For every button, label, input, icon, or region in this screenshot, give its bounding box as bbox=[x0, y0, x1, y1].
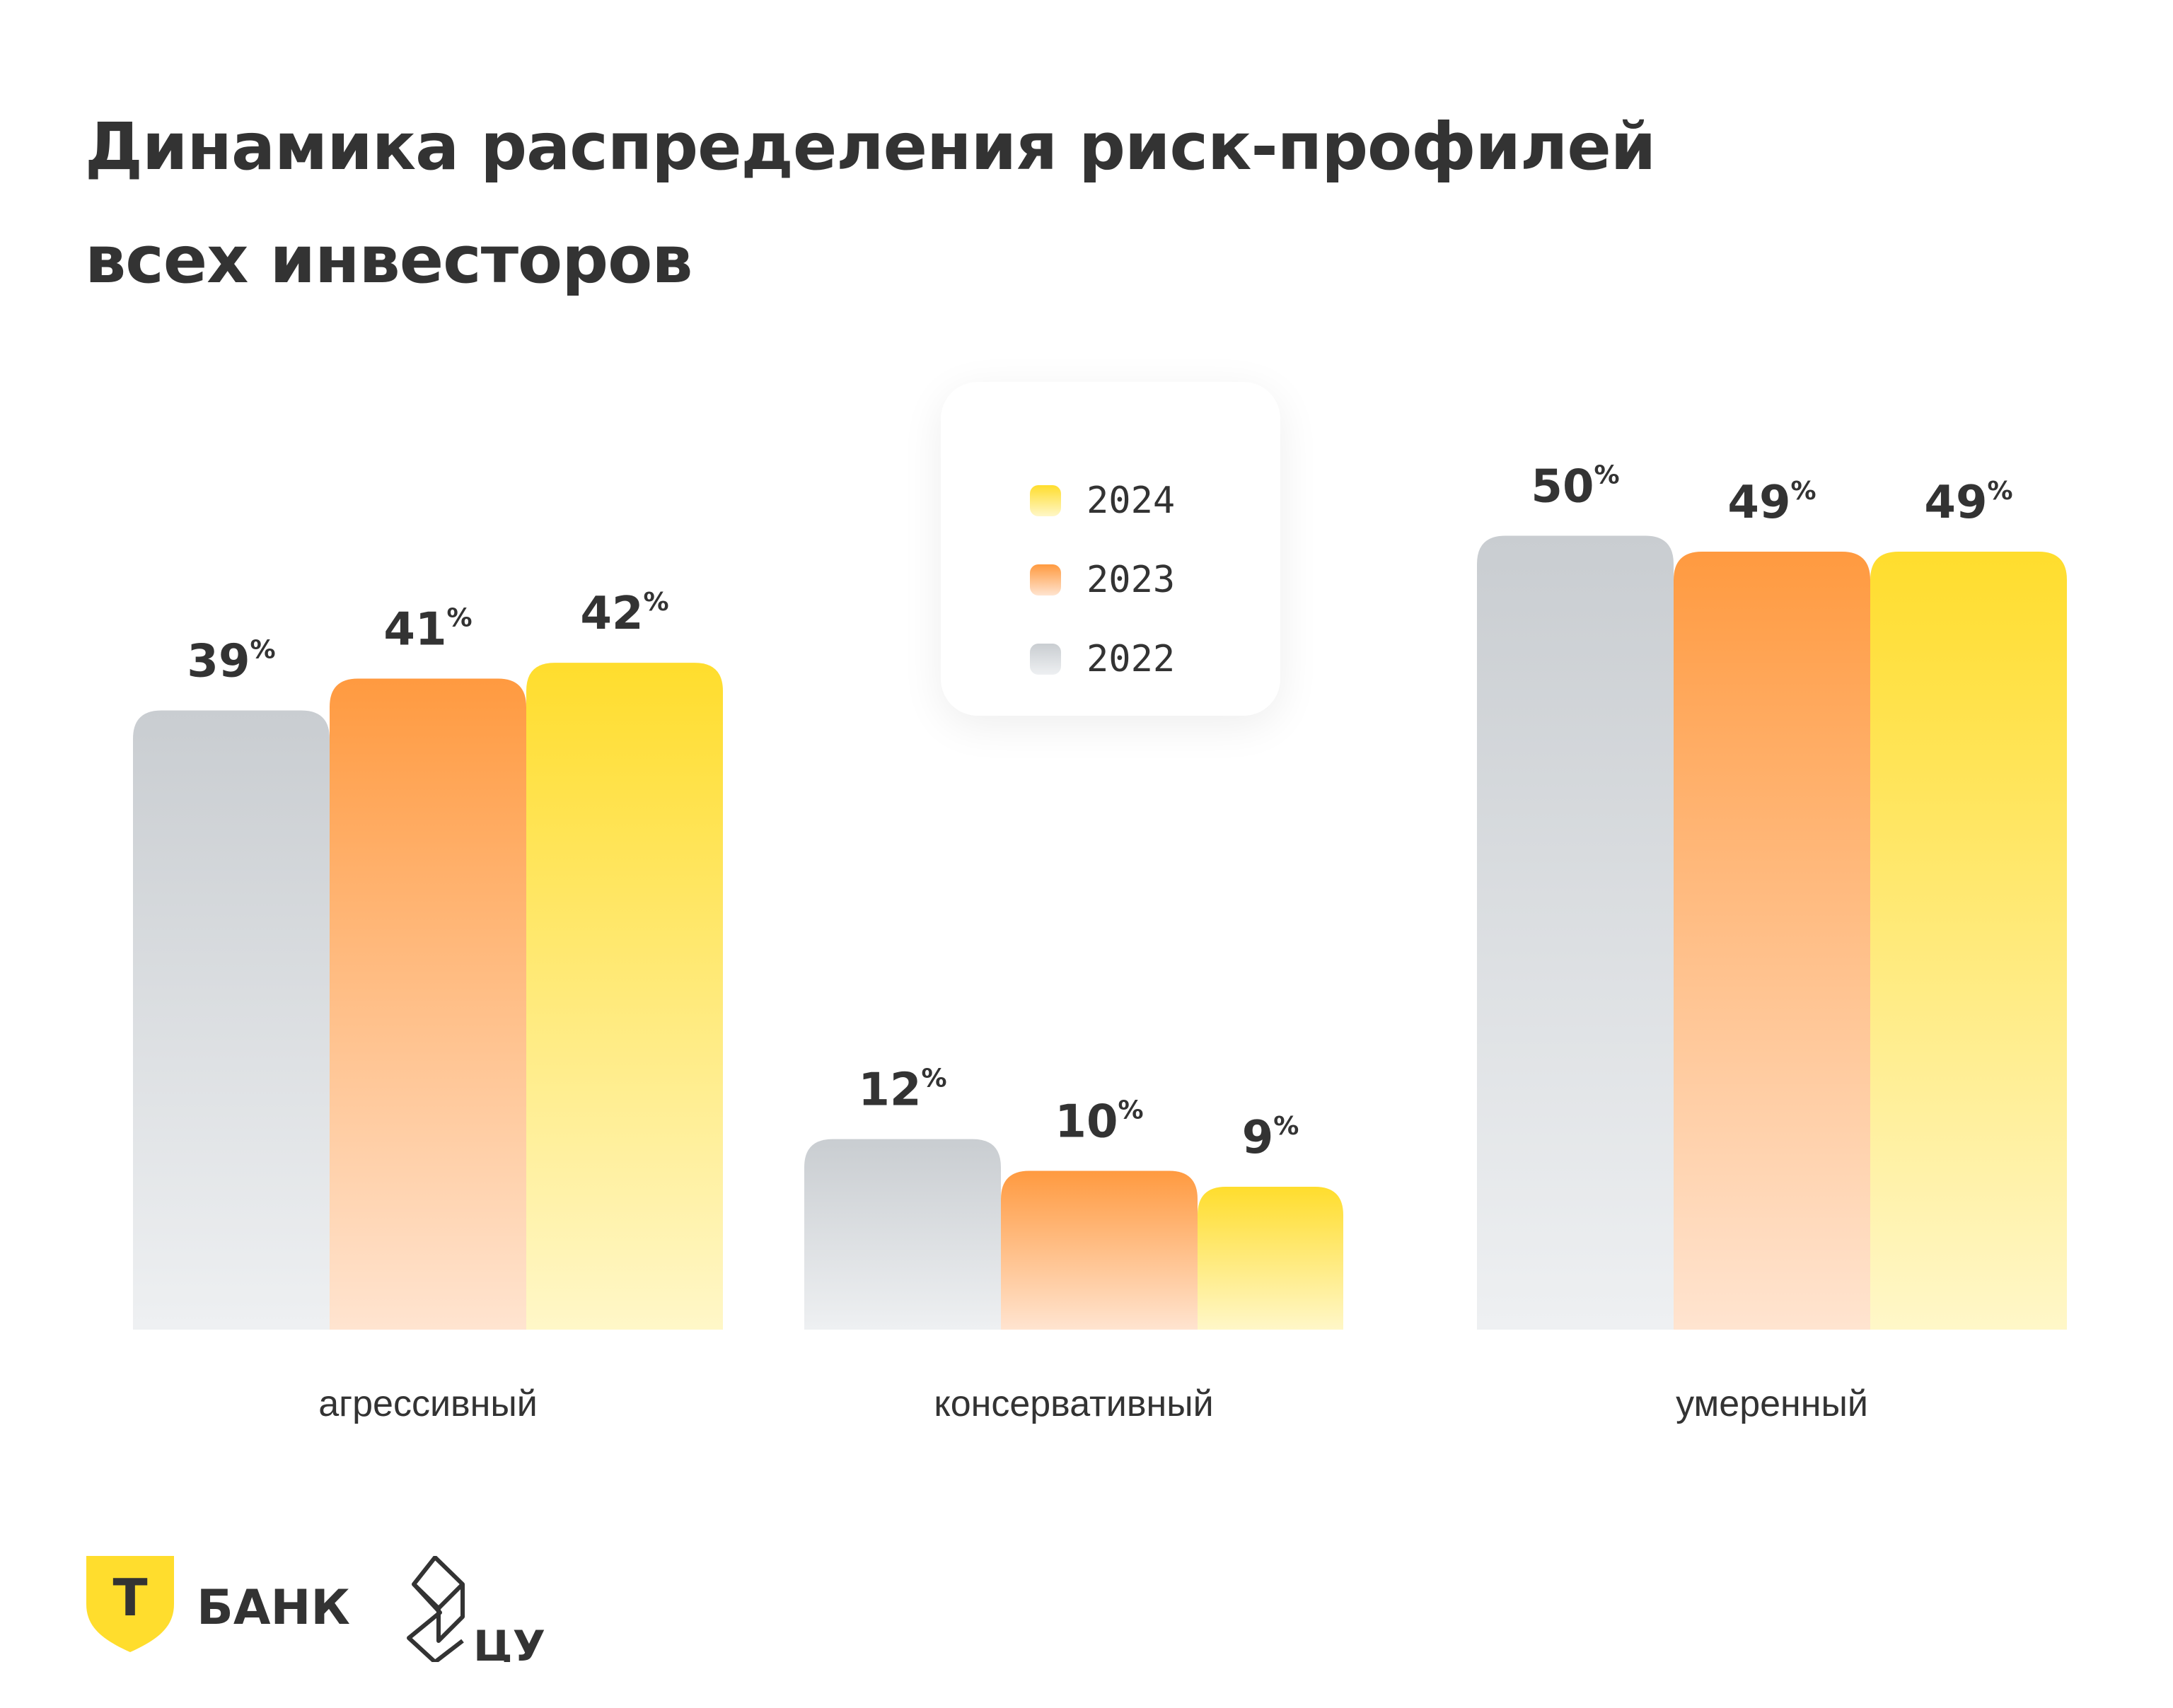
value-label-агрессивный-2022: 39% bbox=[187, 635, 275, 687]
value-label-умеренный-2023: 49% bbox=[1727, 477, 1816, 529]
value-label-консервативный-2024: 9% bbox=[1242, 1112, 1299, 1164]
legend-item-2023: 2023 bbox=[1030, 559, 1175, 601]
legend-swatch-2022 bbox=[1030, 644, 1061, 675]
cu-name: ЦУ bbox=[473, 1622, 545, 1662]
bar-агрессивный-2022 bbox=[133, 710, 330, 1330]
legend-swatch-2024 bbox=[1030, 485, 1061, 516]
footer-logos: Т БАНК ЦУ bbox=[85, 1555, 651, 1671]
tbank-logo-letter: Т bbox=[112, 1568, 147, 1627]
value-label-агрессивный-2024: 42% bbox=[580, 588, 668, 640]
bar-умеренный-2023 bbox=[1674, 551, 1870, 1330]
category-label-консервативный: консервативный bbox=[934, 1383, 1213, 1424]
bar-консервативный-2022 bbox=[804, 1139, 1001, 1330]
value-label-агрессивный-2023: 41% bbox=[383, 604, 472, 656]
category-label-агрессивный: агрессивный bbox=[318, 1383, 538, 1424]
tbank-shield-icon bbox=[86, 1556, 174, 1652]
bar-консервативный-2024 bbox=[1198, 1186, 1343, 1330]
value-label-консервативный-2023: 10% bbox=[1055, 1096, 1143, 1149]
bar-chart: 39% 41% 42% агрессивный 12% 10% 9% консервативн… bbox=[133, 461, 2067, 1425]
cu-cube-icon bbox=[407, 1555, 465, 1664]
title-line-1: Динамика распределения риск-профилей bbox=[85, 109, 1656, 185]
value-label-умеренный-2024: 49% bbox=[1924, 477, 2012, 529]
bars-layer bbox=[133, 535, 2067, 1330]
value-label-умеренный-2022: 50% bbox=[1531, 461, 1619, 513]
cu-logo: ЦУ bbox=[407, 1555, 545, 1671]
legend-label-2022: 2022 bbox=[1086, 638, 1176, 680]
labels-layer: 39% 41% 42% агрессивный 12% 10% 9% консервативн… bbox=[187, 461, 2012, 1425]
legend-item-2024: 2024 bbox=[1030, 480, 1175, 522]
legend-label-2023: 2023 bbox=[1086, 559, 1176, 601]
value-label-консервативный-2022: 12% bbox=[858, 1064, 946, 1117]
title-line-2: всех инвесторов bbox=[85, 222, 693, 298]
tbank-logo: Т БАНК bbox=[86, 1556, 350, 1652]
bar-умеренный-2022 bbox=[1477, 535, 1674, 1330]
bar-консервативный-2023 bbox=[1001, 1170, 1198, 1330]
bar-умеренный-2024 bbox=[1870, 551, 2067, 1330]
bar-агрессивный-2024 bbox=[526, 663, 723, 1330]
bar-агрессивный-2023 bbox=[330, 678, 526, 1330]
legend-label-2024: 2024 bbox=[1086, 480, 1176, 522]
legend: 2024 2023 2022 bbox=[941, 382, 1280, 716]
legend-item-2022: 2022 bbox=[1030, 638, 1175, 680]
tbank-name: БАНК bbox=[197, 1580, 350, 1636]
chart-title: Динамика распределения риск-профилей все… bbox=[85, 91, 2065, 317]
category-label-умеренный: умеренный bbox=[1676, 1383, 1868, 1424]
legend-swatch-2023 bbox=[1030, 564, 1061, 596]
